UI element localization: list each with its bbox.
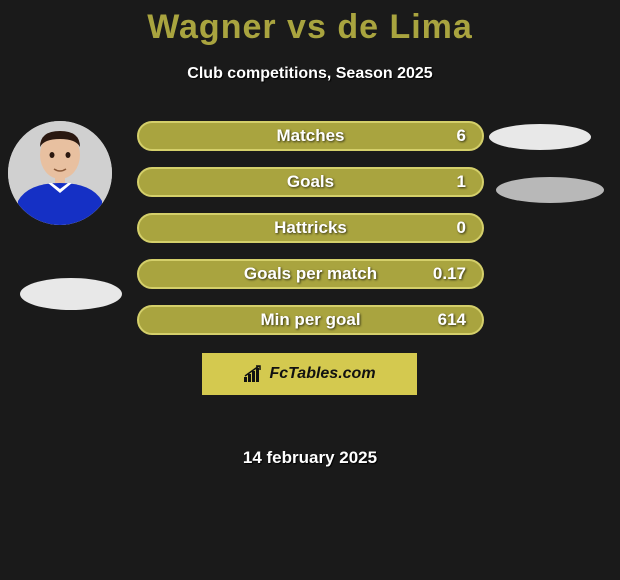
stat-label: Hattricks: [274, 218, 347, 238]
stat-value: 0.17: [433, 264, 466, 284]
stat-bar: Goals 1: [137, 167, 484, 197]
player-left-avatar: [8, 121, 112, 225]
date-text: 14 february 2025: [0, 448, 620, 468]
stat-value: 1: [457, 172, 466, 192]
stat-value: 0: [457, 218, 466, 238]
stat-bar: Min per goal 614: [137, 305, 484, 335]
stat-value: 614: [438, 310, 466, 330]
stat-label: Goals: [287, 172, 334, 192]
stat-bar: Matches 6: [137, 121, 484, 151]
bars-icon: [243, 365, 263, 383]
content-area: Matches 6 Goals 1 Hattricks 0 Goals per match 0…: [0, 121, 620, 381]
page-title: Wagner vs de Lima: [0, 0, 620, 47]
placeholder-ellipse: [20, 278, 122, 310]
placeholder-ellipse: [489, 124, 591, 150]
stat-label: Goals per match: [244, 264, 377, 284]
avatar-placeholder-icon: [8, 121, 112, 225]
stat-bar: Goals per match 0.17: [137, 259, 484, 289]
stat-label: Min per goal: [260, 310, 360, 330]
stat-value: 6: [457, 126, 466, 146]
placeholder-ellipse: [496, 177, 604, 203]
brand-badge: FcTables.com: [202, 353, 417, 395]
subtitle: Club competitions, Season 2025: [0, 65, 620, 83]
stats-bars: Matches 6 Goals 1 Hattricks 0 Goals per match 0…: [137, 121, 484, 351]
brand-text: FcTables.com: [269, 365, 375, 383]
stat-label: Matches: [276, 126, 344, 146]
stat-bar: Hattricks 0: [137, 213, 484, 243]
